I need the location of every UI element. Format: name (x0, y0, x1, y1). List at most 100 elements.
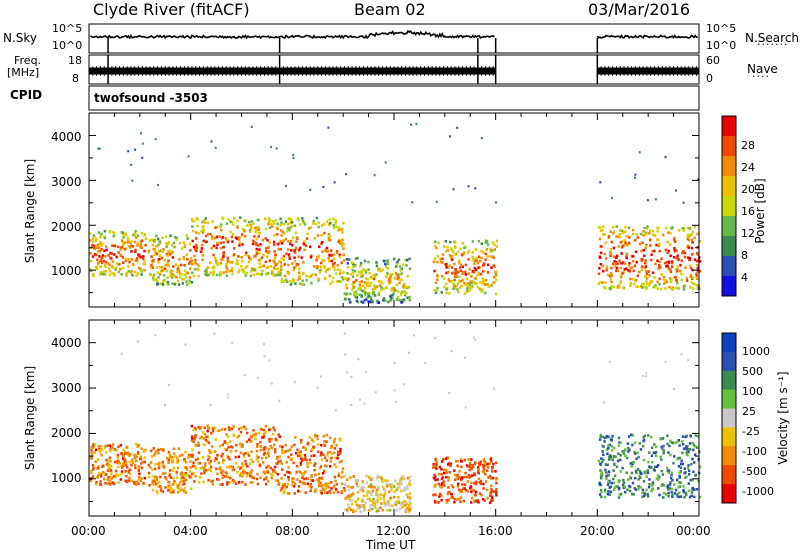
heatmap-cell (340, 244, 344, 248)
heatmap-cell (274, 437, 277, 441)
heatmap-cell (287, 217, 291, 221)
heatmap-cell (303, 453, 307, 457)
heatmap-cell (440, 477, 444, 480)
heatmap-cell (320, 491, 323, 495)
heatmap-cell (320, 242, 323, 246)
heatmap-cell (256, 227, 260, 231)
heatmap-cell (495, 490, 498, 494)
heatmap-cell (334, 488, 338, 491)
heatmap-cell (106, 478, 109, 481)
heatmap-cell (325, 440, 328, 443)
heatmap-cell (336, 453, 340, 457)
heatmap-cell (171, 244, 174, 247)
heatmap-cell (127, 265, 130, 268)
heatmap-cell (491, 466, 494, 470)
heatmap-cell (197, 451, 201, 454)
heatmap-cell (346, 510, 349, 513)
heatmap-cell (631, 232, 635, 236)
heatmap-cell (192, 245, 196, 249)
heatmap-cell (237, 271, 240, 274)
heatmap-cell (602, 225, 605, 228)
heatmap-cell (689, 478, 692, 482)
heatmap-cell (612, 285, 616, 289)
heatmap-cell (489, 484, 493, 488)
heatmap-cell (231, 341, 234, 344)
heatmap-cell (185, 283, 189, 286)
heatmap-cell (177, 270, 180, 274)
heatmap-cell (448, 264, 452, 267)
heatmap-cell (295, 470, 298, 474)
heatmap-cell (483, 499, 486, 502)
heatmap-cell (643, 494, 646, 498)
freq-trace (88, 55, 699, 84)
heatmap-cell (310, 486, 313, 489)
heatmap-cell (339, 450, 342, 453)
heatmap-cell (679, 269, 682, 273)
heatmap-cell (379, 269, 382, 273)
heatmap-cell (482, 281, 486, 284)
heatmap-cell (136, 242, 139, 246)
heatmap-cell (331, 452, 334, 456)
heatmap-cell (152, 475, 155, 478)
heatmap-cell (324, 276, 327, 280)
heatmap-cell (680, 272, 683, 276)
heatmap-cell (259, 476, 262, 479)
heatmap-cell (696, 263, 699, 267)
heatmap-cell (272, 426, 275, 430)
heatmap-cell (188, 475, 192, 479)
heatmap-cell (615, 266, 619, 270)
heatmap-cell (130, 163, 133, 166)
heatmap-cell (241, 480, 244, 484)
heatmap-cell (291, 236, 295, 239)
heatmap-cell (653, 276, 656, 279)
heatmap-cell (352, 271, 355, 275)
heatmap-cell (117, 481, 120, 484)
heatmap-cell (230, 465, 233, 468)
heatmap-cell (612, 488, 616, 491)
heatmap-cell (231, 233, 235, 236)
heatmap-cell (344, 353, 347, 356)
heatmap-cell (659, 287, 663, 291)
heatmap-cell (378, 493, 381, 497)
heatmap-cell (287, 466, 290, 469)
heatmap-cell (193, 437, 196, 441)
heatmap-cell (387, 279, 390, 283)
heatmap-cell (381, 508, 384, 512)
heatmap-cell (155, 476, 159, 479)
heatmap-cell (495, 493, 498, 497)
heatmap-cell (456, 271, 459, 274)
heatmap-cell (89, 457, 93, 460)
heatmap-cell (170, 269, 173, 273)
heatmap-cell (604, 241, 608, 245)
heatmap-cell (130, 463, 133, 467)
heatmap-cell (182, 256, 185, 259)
heatmap-cell (283, 486, 286, 490)
heatmap-cell (302, 221, 306, 224)
heatmap-cell (476, 273, 479, 277)
heatmap-cell (339, 239, 342, 243)
heatmap-cell (246, 465, 249, 468)
heatmap-cell (367, 475, 371, 479)
heatmap-cell (362, 509, 366, 512)
heatmap-cell (248, 260, 251, 264)
heatmap-cell (609, 248, 612, 251)
heatmap-cell (227, 218, 230, 221)
heatmap-cell (658, 249, 661, 253)
heatmap-cell (155, 478, 159, 482)
heatmap-cell (121, 256, 125, 259)
heatmap-cell (286, 229, 289, 233)
heatmap-cell (437, 501, 440, 504)
heatmap-cell (642, 480, 646, 483)
heatmap-cell (461, 242, 465, 245)
heatmap-cell (309, 461, 312, 465)
heatmap-cell (489, 255, 492, 258)
heatmap-cell (377, 486, 380, 490)
heatmap-cell (387, 277, 391, 281)
heatmap-cell (202, 437, 205, 440)
heatmap-cell (642, 234, 645, 237)
heatmap-cell (228, 427, 231, 431)
heatmap-cell (687, 226, 690, 230)
heatmap-cell (618, 441, 621, 444)
heatmap-cell (155, 489, 158, 493)
heatmap-cell (257, 235, 260, 238)
